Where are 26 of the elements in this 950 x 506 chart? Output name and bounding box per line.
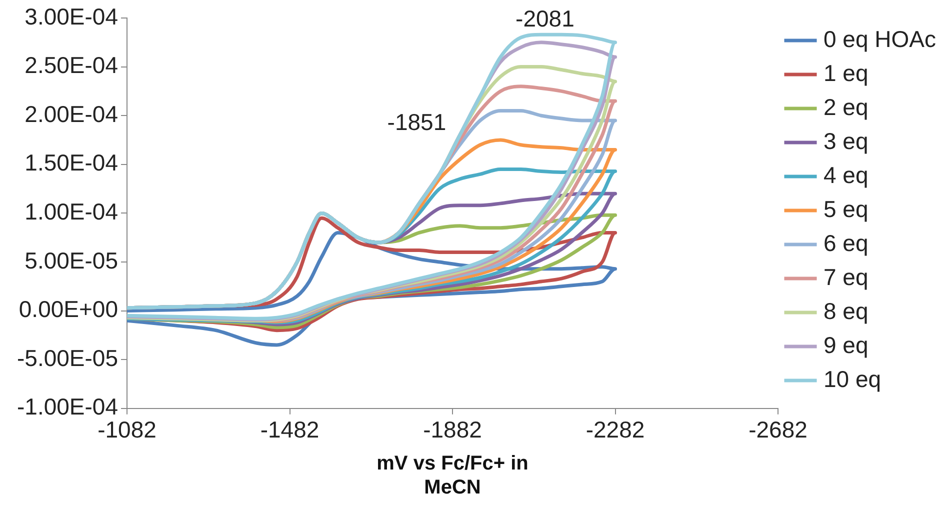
annotation: -1851 <box>387 108 446 135</box>
legend-label: 8 eq <box>824 298 868 324</box>
y-tick-label: 1.00E-04 <box>24 198 118 225</box>
y-tick-label: 1.50E-04 <box>24 150 118 176</box>
legend-label: 1 eq <box>824 60 868 86</box>
y-tick-label: -5.00E-05 <box>16 344 118 371</box>
annotation: -2081 <box>516 6 574 32</box>
y-tick-label: 3.00E-04 <box>24 3 118 30</box>
y-tick-label: 2.50E-04 <box>24 52 118 78</box>
x-tick-label: -1482 <box>260 416 320 443</box>
x-tick-label: -1882 <box>423 416 482 443</box>
x-tick-label: -2682 <box>748 416 808 443</box>
x-tick-label: -2282 <box>586 416 645 443</box>
legend-label: 9 eq <box>824 332 868 358</box>
legend-label: 7 eq <box>824 264 868 290</box>
legend-label: 3 eq <box>824 128 868 154</box>
legend-label: 6 eq <box>824 230 868 256</box>
y-tick-label: 2.00E-04 <box>24 100 118 127</box>
y-tick-label: 5.00E-05 <box>24 247 118 274</box>
legend-label: 2 eq <box>824 94 868 120</box>
legend-label: 5 eq <box>824 196 868 222</box>
x-axis-title: mV vs Fc/Fc+ in MeCN <box>376 452 528 499</box>
legend-label: 4 eq <box>824 162 868 188</box>
legend-label: 0 eq HOAc <box>824 26 936 52</box>
legend-label: 10 eq <box>824 366 882 392</box>
y-tick-label: 0.00E+00 <box>18 296 118 322</box>
